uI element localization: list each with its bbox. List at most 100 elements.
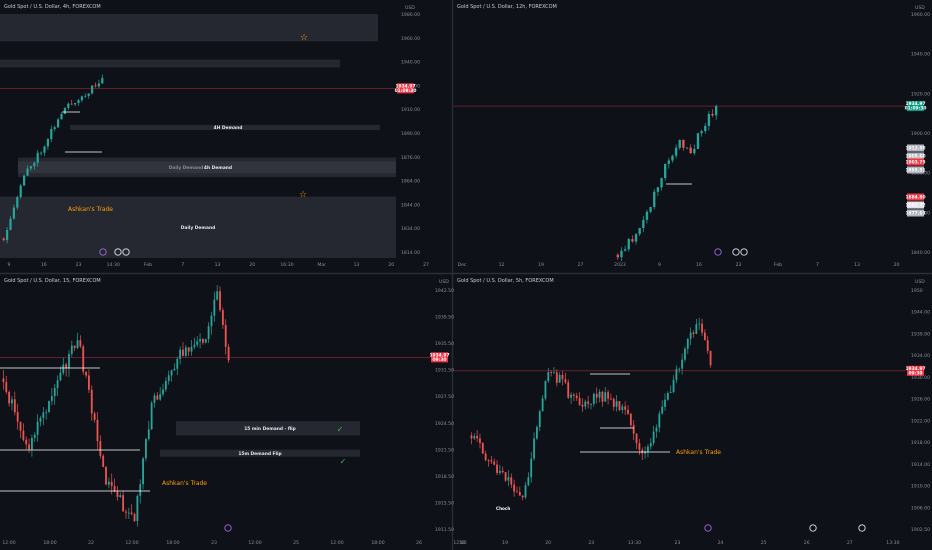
candle-body [660, 178, 663, 188]
y-tick-label: 1864.00 [401, 179, 420, 185]
x-tick-label: 18:00 [43, 540, 56, 546]
chart-title: Gold Spot / U.S. Dollar, 12h, FOREXCOM [457, 4, 557, 10]
candle-body [470, 435, 473, 439]
candle-body [193, 344, 196, 347]
candle-body [216, 291, 219, 300]
candle-body [533, 438, 535, 459]
candle-body [686, 338, 689, 349]
x-tick-label: 23 [588, 540, 594, 546]
candle-body [13, 399, 16, 413]
candle-body [510, 477, 513, 485]
x-tick-label: 13:30 [886, 540, 899, 546]
chart-title: Gold Spot / U.S. Dollar, 5h, FOREXCOM [457, 278, 554, 284]
candle-body [704, 125, 707, 132]
candle-body [647, 446, 649, 452]
candle-body [524, 485, 527, 498]
y-tick-label: 1980.00 [401, 12, 420, 18]
candle-body [692, 332, 695, 334]
y-tick-label: 1939.00 [911, 331, 930, 337]
x-tick-label: 25 [761, 540, 767, 546]
level-tag-value: 1895.51 [906, 168, 926, 174]
candle-body [101, 77, 104, 84]
candle-body [689, 332, 692, 339]
candle-body [2, 238, 5, 241]
candle-body [28, 444, 30, 450]
y-tick-label: 1942.50 [435, 288, 454, 294]
candle-body [661, 406, 664, 414]
candle-body [703, 332, 706, 341]
candle-body [9, 218, 12, 230]
candle-body [664, 163, 667, 179]
candle-body [105, 466, 107, 485]
candle-body [612, 398, 615, 407]
candle-body [550, 372, 553, 373]
x-tick-label: 9 [658, 262, 661, 268]
y-tick-label: 1918.50 [435, 474, 454, 480]
chart-title: Gold Spot / U.S. Dollar, 15, FOREXCOM [4, 278, 101, 284]
current-price-tag [907, 101, 924, 112]
candle-body [696, 133, 700, 149]
candle-body [487, 460, 490, 461]
candle-body [36, 152, 39, 163]
level-tag-value: 1884.80 [906, 195, 926, 201]
candle-body [6, 229, 9, 241]
candle-body [627, 409, 629, 414]
x-tick-label: 13 [354, 262, 360, 268]
event-marker-icon [809, 524, 817, 532]
candle-body [601, 391, 604, 402]
candle-body [707, 113, 711, 126]
candle-body [706, 340, 709, 351]
candle-body [629, 413, 632, 426]
candle-body [675, 369, 678, 380]
level-tag-value: 1912.88 [906, 146, 926, 152]
candle-body [90, 389, 93, 414]
candle-body [179, 349, 182, 359]
candle-body [496, 464, 498, 473]
candle-body [584, 401, 587, 407]
candle-body [207, 326, 210, 340]
candle-body [567, 382, 570, 398]
candle-body [658, 413, 661, 428]
y-tick-label: 1914.00 [911, 462, 930, 468]
x-tick-label: 12 [499, 262, 505, 268]
candle-body [173, 368, 176, 371]
candle-body [555, 372, 558, 383]
candle-body [176, 358, 179, 369]
candle-body [219, 291, 221, 311]
x-tick-label: 23 [76, 262, 82, 268]
x-tick-label: 22 [88, 540, 94, 546]
y-tick-label: 1935.50 [435, 341, 454, 347]
candle-body [684, 348, 686, 360]
current-price-tag [397, 83, 414, 94]
candle-body [493, 461, 496, 465]
candle-body [39, 417, 42, 422]
candle-body [649, 207, 652, 212]
current-price-tag [431, 352, 448, 363]
y-tick-label: 1930.00 [911, 375, 930, 381]
candle-body [618, 401, 621, 411]
level-tag [907, 193, 924, 201]
candle-body [521, 495, 524, 498]
candle-body [25, 439, 28, 445]
candle-body [2, 378, 5, 383]
candle-body [196, 341, 199, 345]
y-tick-label: 1906.00 [911, 505, 930, 511]
candle-body [635, 433, 638, 444]
candle-body [700, 131, 703, 134]
candle-body [5, 382, 8, 392]
bar-countdown: 01:09:30 [905, 106, 927, 112]
x-tick-label: 13:30 [628, 540, 641, 546]
candle-body [213, 299, 216, 316]
candle-body [48, 400, 50, 413]
y-tick-label: 1940.00 [911, 52, 930, 58]
candle-body [67, 103, 70, 108]
y-tick-label: 1934.00 [911, 353, 930, 359]
candle-body [590, 403, 592, 405]
chart-title: Gold Spot / U.S. Dollar, 4h, FOREXCOM [4, 4, 101, 10]
candle-body [127, 512, 130, 514]
candle-body [479, 438, 481, 443]
candle-body [592, 393, 595, 404]
y-tick-label: 1844.00 [401, 202, 420, 208]
candle-body [527, 477, 530, 486]
candle-body [113, 485, 116, 492]
